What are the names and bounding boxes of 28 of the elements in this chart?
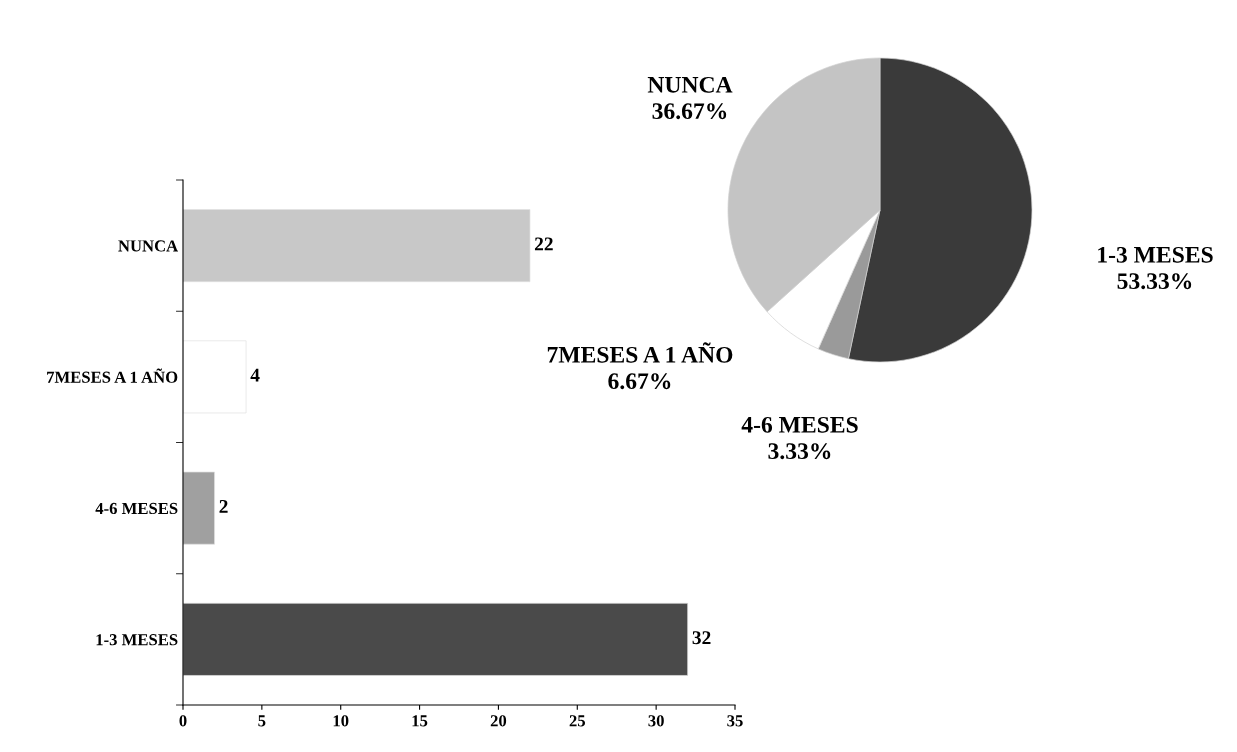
bar [183,209,531,283]
x-tick-label: 0 [179,715,187,727]
slice-label: 1-3 MESES [1098,246,1213,263]
y-tick-label: 7MESES A 1 AÑO [47,368,178,383]
data-label: 22 [534,237,553,251]
x-tick-label: 35 [727,715,743,727]
y-tick-label: NUNCA [118,240,179,252]
x-tick-label: 5 [258,715,266,727]
x-tick-label: 15 [412,715,428,727]
data-label: 4 [250,368,260,382]
data-label: 32 [692,631,711,645]
x-tick-label: 20 [490,715,507,727]
x-tick-label: 10 [333,715,349,727]
y-tick-label: 1-3 MESES [96,634,178,646]
bar [183,602,689,676]
data-label: 36.67% [652,103,727,120]
slice-label: NUNCA [647,76,733,93]
bar [183,340,247,414]
data-label: 6.67% [608,373,671,390]
data-label: 3.33% [768,443,831,460]
x-tick-label: 25 [569,715,586,727]
data-label: 53.33% [1117,273,1192,290]
slice-label: 4-6 MESES [741,416,858,433]
slice-label: 7MESES A 1 AÑO [547,342,733,363]
data-label: 2 [219,499,228,513]
bar [183,471,215,545]
x-tick-label: 30 [648,715,664,727]
y-tick-label: 4-6 MESES [95,502,178,515]
